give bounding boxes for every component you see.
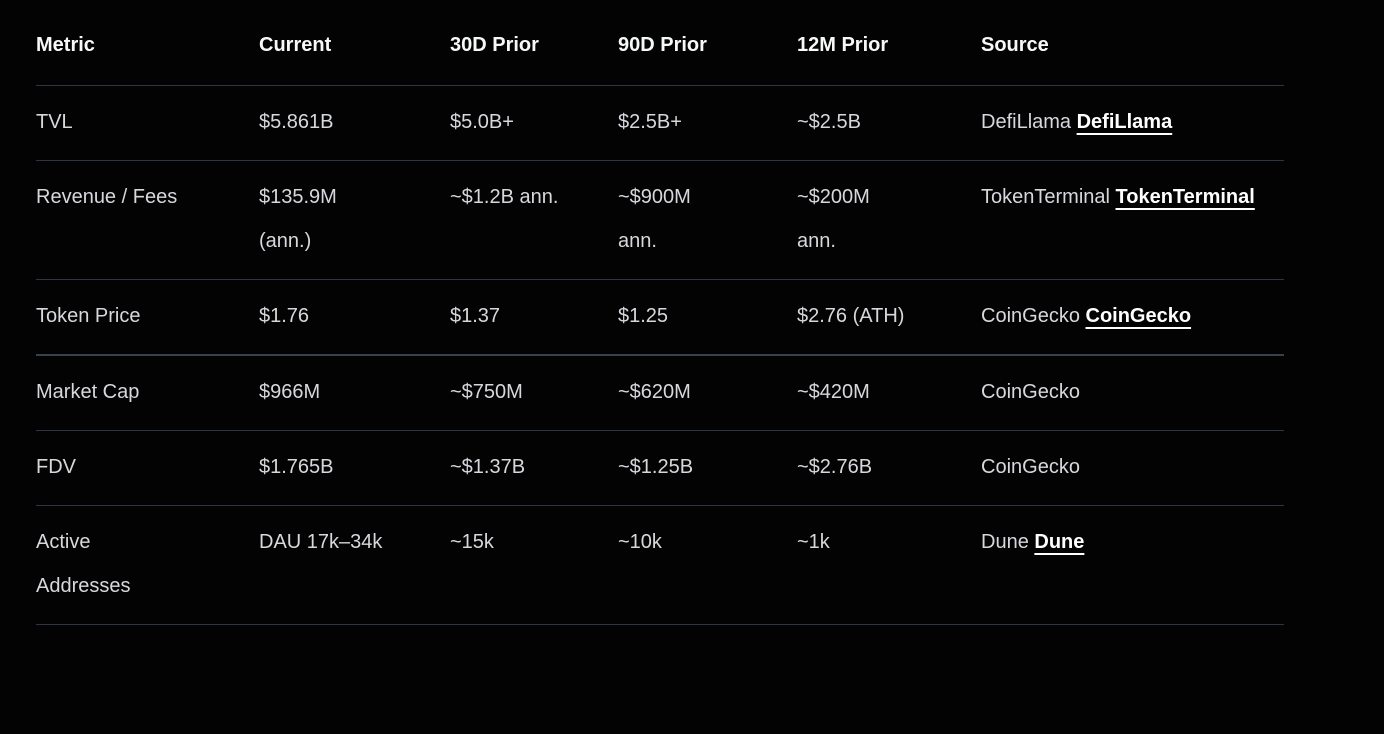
cell-metric: Revenue / Fees: [36, 186, 178, 208]
source-text: CoinGecko: [981, 305, 1080, 327]
cell-prior_12m: ~$200M ann.: [797, 186, 870, 252]
cell-prior_12m: ~1k: [797, 531, 830, 553]
cell-source: CoinGecko: [981, 431, 1284, 506]
column-header-metric: Metric: [36, 12, 259, 86]
cell-source: CoinGecko: [981, 355, 1284, 431]
cell-prior_90d: ~$1.25B: [618, 456, 694, 478]
cell-source: Dune Dune: [981, 506, 1284, 625]
source-link[interactable]: DefiLlama: [1076, 111, 1173, 133]
table-row: TVL $5.861B $5.0B+ $2.5B+ ~$2.5B DefiLlama De…: [36, 86, 1284, 161]
column-header-current: Current: [259, 12, 450, 86]
column-header-source: Source: [981, 12, 1284, 86]
cell-prior_30d: $1.37: [450, 305, 501, 327]
cell-current: $5.861B: [259, 111, 334, 133]
table-row: Token Price $1.76 $1.37 $1.25 $2.76 (ATH) Coi…: [36, 279, 1284, 356]
table-row: FDV $1.765B ~$1.37B ~$1.25B ~$2.76B CoinGecko: [36, 430, 1284, 506]
cell-metric: TVL: [36, 111, 73, 133]
metrics-table: Metric Current 30D Prior 90D Prior 12M Prior…: [36, 12, 1284, 625]
cell-source: DefiLlama DefiLlama: [981, 86, 1284, 161]
cell-prior_90d: ~$620M: [618, 381, 691, 403]
cell-current: $135.9M (ann.): [259, 186, 337, 252]
cell-prior_90d: ~10k: [618, 531, 662, 553]
table-body: TVL $5.861B $5.0B+ $2.5B+ ~$2.5B DefiLlama De…: [36, 86, 1284, 625]
cell-prior_30d: ~$750M: [450, 381, 523, 403]
cell-prior_30d: ~$1.37B: [450, 456, 526, 478]
cell-metric: FDV: [36, 456, 76, 478]
cell-metric: Market Cap: [36, 381, 140, 403]
source-text: Dune: [981, 531, 1029, 553]
cell-current: $966M: [259, 381, 321, 403]
cell-current: DAU 17k–34k: [259, 531, 383, 553]
cell-prior_12m: ~$2.76B: [797, 456, 873, 478]
cell-prior_30d: $5.0B+: [450, 111, 514, 133]
source-text: CoinGecko: [981, 381, 1080, 403]
cell-prior_30d: ~15k: [450, 531, 494, 553]
table-row: Active Addresses DAU 17k–34k ~15k ~10k ~1k Du…: [36, 505, 1284, 625]
cell-source: CoinGecko CoinGecko: [981, 280, 1284, 356]
source-text: TokenTerminal: [981, 186, 1110, 208]
cell-metric: Active Addresses: [36, 531, 131, 597]
cell-prior_12m: ~$420M: [797, 381, 870, 403]
column-header-12m-prior: 12M Prior: [797, 12, 981, 86]
cell-prior_90d: ~$900M ann.: [618, 186, 691, 252]
cell-prior_30d: ~$1.2B ann.: [450, 186, 559, 208]
table-row: Market Cap $966M ~$750M ~$620M ~$420M CoinGec…: [36, 355, 1284, 431]
table-row: Revenue / Fees $135.9M (ann.) ~$1.2B ann. ~…: [36, 160, 1284, 280]
cell-current: $1.765B: [259, 456, 334, 478]
header-row: Metric Current 30D Prior 90D Prior 12M Prior…: [36, 12, 1284, 86]
cell-source: TokenTerminal TokenTerminal: [981, 161, 1284, 280]
source-link[interactable]: CoinGecko: [1085, 305, 1192, 327]
cell-prior_90d: $2.5B+: [618, 111, 682, 133]
column-header-90d-prior: 90D Prior: [618, 12, 797, 86]
column-header-30d-prior: 30D Prior: [450, 12, 618, 86]
cell-prior_90d: $1.25: [618, 305, 669, 327]
cell-metric: Token Price: [36, 305, 141, 327]
cell-current: $1.76: [259, 305, 310, 327]
source-link[interactable]: Dune: [1034, 531, 1085, 553]
cell-prior_12m: $2.76 (ATH): [797, 305, 905, 327]
cell-prior_12m: ~$2.5B: [797, 111, 861, 133]
source-text: DefiLlama: [981, 111, 1072, 133]
source-text: CoinGecko: [981, 456, 1080, 478]
source-link[interactable]: TokenTerminal: [1115, 186, 1255, 208]
